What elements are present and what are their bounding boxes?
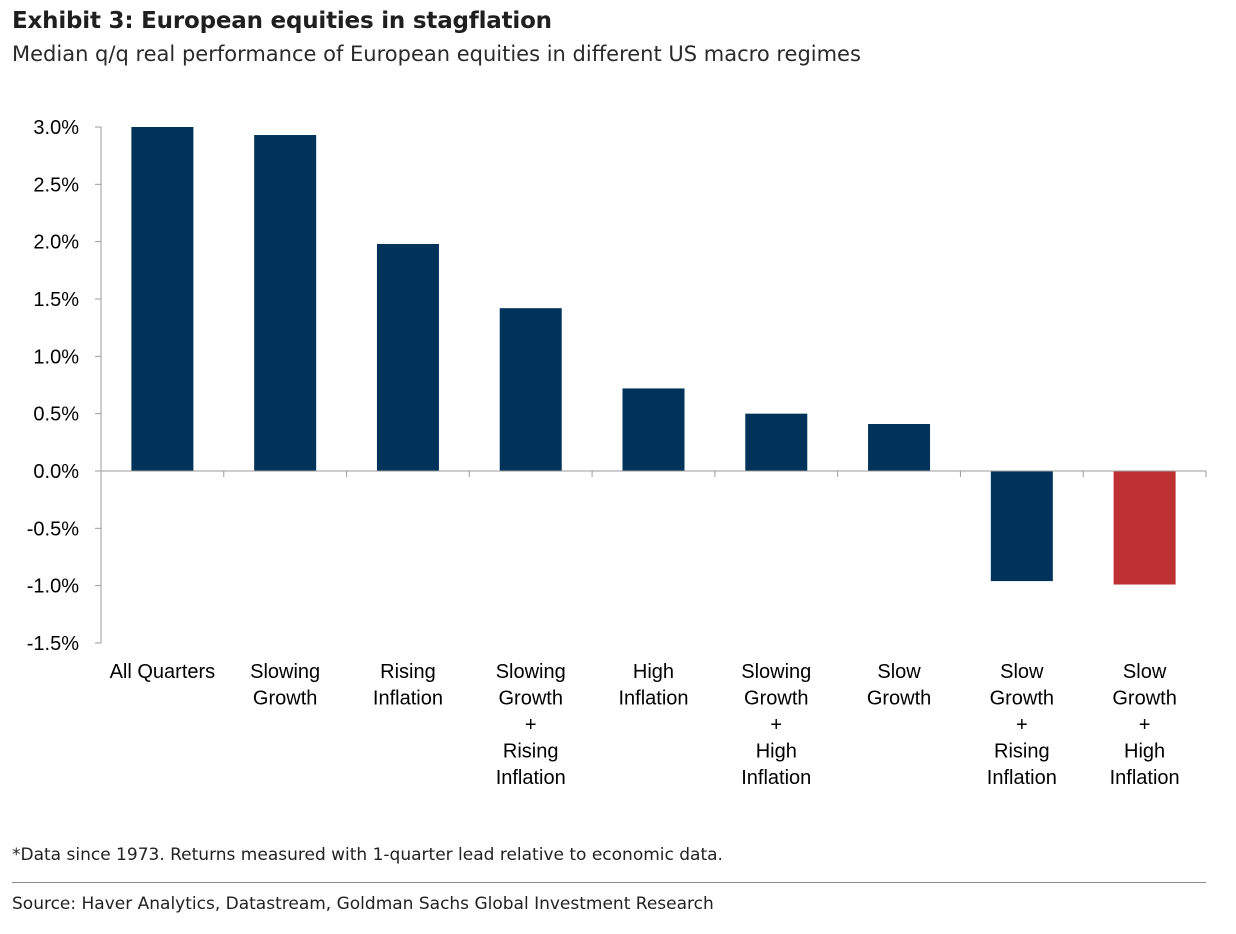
category-label-line: +	[770, 714, 782, 736]
category-label-line: High	[633, 661, 674, 683]
category-label-line: Slow	[1000, 661, 1044, 683]
bar-0	[131, 127, 194, 471]
y-tick-label: 0.5%	[33, 404, 79, 426]
bar-8	[1113, 471, 1176, 585]
chart-title: Exhibit 3: European equities in stagflat…	[12, 8, 552, 34]
category-label-line: Slowing	[250, 661, 320, 683]
y-tick-label: 2.5%	[33, 174, 79, 196]
category-label-1: Slowing Growth	[250, 661, 320, 710]
category-label-8: Slow Growth + High Inflation	[1110, 661, 1180, 789]
bar-6	[868, 423, 931, 471]
y-tick-label: 2.0%	[33, 232, 79, 254]
bar-chart: 3.0% 2.5% 2.0% 1.5% 1.0% 0.5% 0.0% -0.5% -1.0% -1…	[27, 117, 1207, 789]
category-label-line: Slow	[1123, 661, 1167, 683]
category-label-line: Slow	[877, 661, 921, 683]
category-label-line: Growth	[498, 688, 562, 710]
category-label-6: Slow Growth	[867, 661, 931, 710]
y-tick-label: -1.5%	[27, 633, 79, 655]
category-label-7: Slow Growth + Rising Inflation	[987, 661, 1057, 789]
y-tick-label: 3.0%	[33, 117, 79, 139]
y-tick-label: -0.5%	[27, 518, 79, 540]
category-label-line: Slowing	[496, 661, 566, 683]
category-label-line: +	[525, 714, 537, 736]
bar-5	[745, 413, 808, 471]
category-label-line: Growth	[990, 688, 1054, 710]
footnote: *Data since 1973. Returns measured with …	[12, 845, 723, 865]
y-tick-label: 1.5%	[33, 289, 79, 311]
category-label-3: Slowing Growth + Rising Inflation	[496, 661, 566, 789]
category-label-line: Inflation	[1110, 767, 1180, 789]
category-label-line: +	[1016, 714, 1028, 736]
category-label-0: All Quarters	[110, 661, 216, 683]
category-label-line: High	[1124, 741, 1165, 763]
category-label-line: Growth	[867, 688, 931, 710]
category-label-2: Rising Inflation	[373, 661, 443, 710]
category-label-4: High Inflation	[618, 661, 688, 710]
divider	[12, 882, 1206, 883]
category-label-line: Growth	[744, 688, 808, 710]
source-note: Source: Haver Analytics, Datastream, Gol…	[12, 894, 714, 914]
bar-1	[254, 135, 317, 471]
category-label-line: +	[1139, 714, 1151, 736]
chart-subtitle: Median q/q real performance of European …	[12, 42, 861, 66]
category-label-line: Rising	[380, 661, 436, 683]
y-tick-label: -1.0%	[27, 576, 79, 598]
category-label-line: Rising	[503, 741, 559, 763]
category-label-line: Rising	[994, 741, 1050, 763]
category-label-line: Inflation	[618, 688, 688, 710]
category-label-line: Inflation	[987, 767, 1057, 789]
category-label-line: All Quarters	[110, 661, 216, 683]
bar-7	[990, 471, 1053, 582]
category-label-line: Inflation	[373, 688, 443, 710]
bar-2	[376, 243, 439, 471]
category-label-line: High	[756, 741, 797, 763]
bar-4	[622, 388, 685, 471]
bar-3	[499, 308, 562, 471]
category-label-line: Growth	[1112, 688, 1176, 710]
category-label-5: Slowing Growth + High Inflation	[741, 661, 811, 789]
y-tick-label: 1.0%	[33, 346, 79, 368]
category-label-line: Inflation	[741, 767, 811, 789]
category-label-line: Slowing	[741, 661, 811, 683]
y-tick-label: 0.0%	[33, 461, 79, 483]
category-label-line: Inflation	[496, 767, 566, 789]
category-label-line: Growth	[253, 688, 317, 710]
